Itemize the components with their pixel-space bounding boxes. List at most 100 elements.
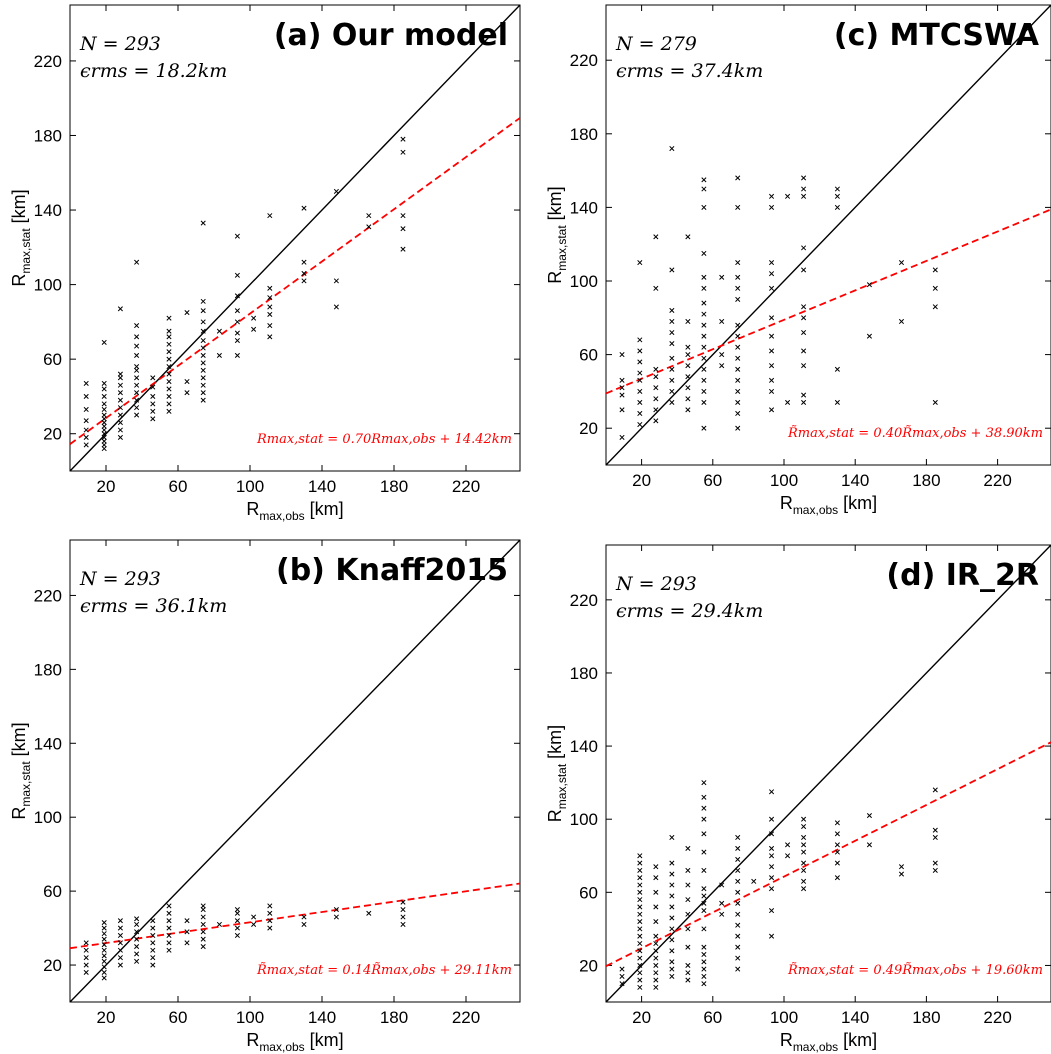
data-point xyxy=(637,410,643,417)
x-tick-label: 140 xyxy=(308,477,336,496)
panel-title: (a) Our model xyxy=(274,18,508,53)
data-point xyxy=(701,893,707,899)
data-point xyxy=(117,955,123,961)
data-point xyxy=(101,406,107,413)
data-point xyxy=(653,864,659,870)
data-point xyxy=(234,907,240,913)
data-point xyxy=(216,352,222,358)
y-tick-label: 60 xyxy=(579,883,598,902)
fit-equation: R̃max,stat = 0.49R̃max,obs + 19.60km xyxy=(787,962,1043,978)
data-point xyxy=(735,856,741,862)
data-point xyxy=(701,926,707,932)
x-tick-label: 60 xyxy=(703,471,722,490)
data-point xyxy=(701,204,707,210)
x-tick-label: 60 xyxy=(169,1008,188,1027)
data-point xyxy=(117,371,123,377)
data-point xyxy=(366,213,372,219)
y-tick-label: 180 xyxy=(570,125,598,144)
data-point xyxy=(735,399,741,405)
x-tick-label: 220 xyxy=(452,1008,480,1027)
data-point xyxy=(735,834,741,841)
data-point xyxy=(735,296,741,302)
data-point xyxy=(400,899,406,905)
data-point xyxy=(150,375,156,381)
data-point xyxy=(834,831,840,837)
data-point xyxy=(117,412,123,418)
data-point xyxy=(251,326,257,332)
x-tick-label: 100 xyxy=(236,477,264,496)
y-tick-label: 180 xyxy=(34,126,62,145)
x-tick-label: 100 xyxy=(236,1008,264,1027)
fit-line xyxy=(606,208,1051,395)
data-point xyxy=(685,867,691,873)
rms-error: ϵrms = 36.1km xyxy=(80,595,227,617)
data-point xyxy=(866,812,872,819)
x-tick-label: 220 xyxy=(983,1008,1011,1027)
data-point xyxy=(653,904,659,910)
data-point xyxy=(301,278,307,284)
x-tick-label: 220 xyxy=(983,471,1011,490)
data-point xyxy=(701,333,707,339)
data-point xyxy=(685,845,691,852)
data-point xyxy=(267,334,273,340)
data-point xyxy=(701,300,707,306)
data-point xyxy=(735,867,741,873)
x-tick-label: 20 xyxy=(97,477,116,496)
data-point xyxy=(801,245,807,251)
data-point xyxy=(637,860,643,866)
y-tick-label: 20 xyxy=(579,419,598,438)
data-point xyxy=(134,334,140,340)
data-point xyxy=(267,925,273,931)
data-point xyxy=(768,193,775,199)
data-point xyxy=(653,385,659,391)
data-point xyxy=(101,958,107,964)
data-point xyxy=(768,407,775,413)
plot-area xyxy=(70,540,520,1002)
data-point xyxy=(735,922,741,928)
data-point xyxy=(834,399,840,405)
data-point xyxy=(669,318,675,325)
data-point xyxy=(719,274,725,280)
data-point xyxy=(400,226,406,232)
x-axis-label: Rmax,obs [km] xyxy=(780,1030,877,1054)
data-point xyxy=(134,916,140,922)
data-point xyxy=(898,871,905,877)
data-point xyxy=(234,918,240,924)
data-point xyxy=(719,911,725,917)
x-tick-label: 180 xyxy=(380,1008,408,1027)
data-point xyxy=(669,904,675,910)
rms-error: ϵrms = 29.4km xyxy=(616,600,763,622)
data-point xyxy=(735,966,741,972)
data-point xyxy=(150,393,156,399)
data-point xyxy=(117,427,123,433)
data-point xyxy=(200,397,206,403)
data-point xyxy=(801,849,807,855)
data-point xyxy=(101,416,107,422)
data-point xyxy=(719,352,725,358)
data-point xyxy=(234,319,240,325)
data-point xyxy=(735,204,741,210)
data-point xyxy=(200,903,206,909)
data-point xyxy=(685,344,691,350)
data-point xyxy=(619,352,625,358)
y-axis-label: Rmax,stat [km] xyxy=(545,725,569,822)
x-axis-label: Rmax,obs [km] xyxy=(246,1030,343,1054)
data-point xyxy=(768,864,775,870)
data-point xyxy=(669,388,675,394)
panel-b-knaff2015: 20 60 100 140 180 220 20 60 100 140 180 220 (b) Knaf… xyxy=(9,539,521,1054)
data-point xyxy=(685,911,691,917)
data-point xyxy=(701,399,707,405)
data-point xyxy=(701,944,707,950)
data-point xyxy=(768,285,775,291)
data-point xyxy=(200,936,206,942)
data-point xyxy=(200,382,206,388)
data-point xyxy=(834,366,840,372)
y-tick-label: 100 xyxy=(34,276,62,295)
data-point xyxy=(653,374,659,380)
data-point xyxy=(735,889,741,895)
data-point xyxy=(101,919,107,926)
data-point xyxy=(117,925,123,931)
data-point xyxy=(83,947,89,953)
data-point xyxy=(637,926,643,932)
data-point xyxy=(637,977,643,983)
